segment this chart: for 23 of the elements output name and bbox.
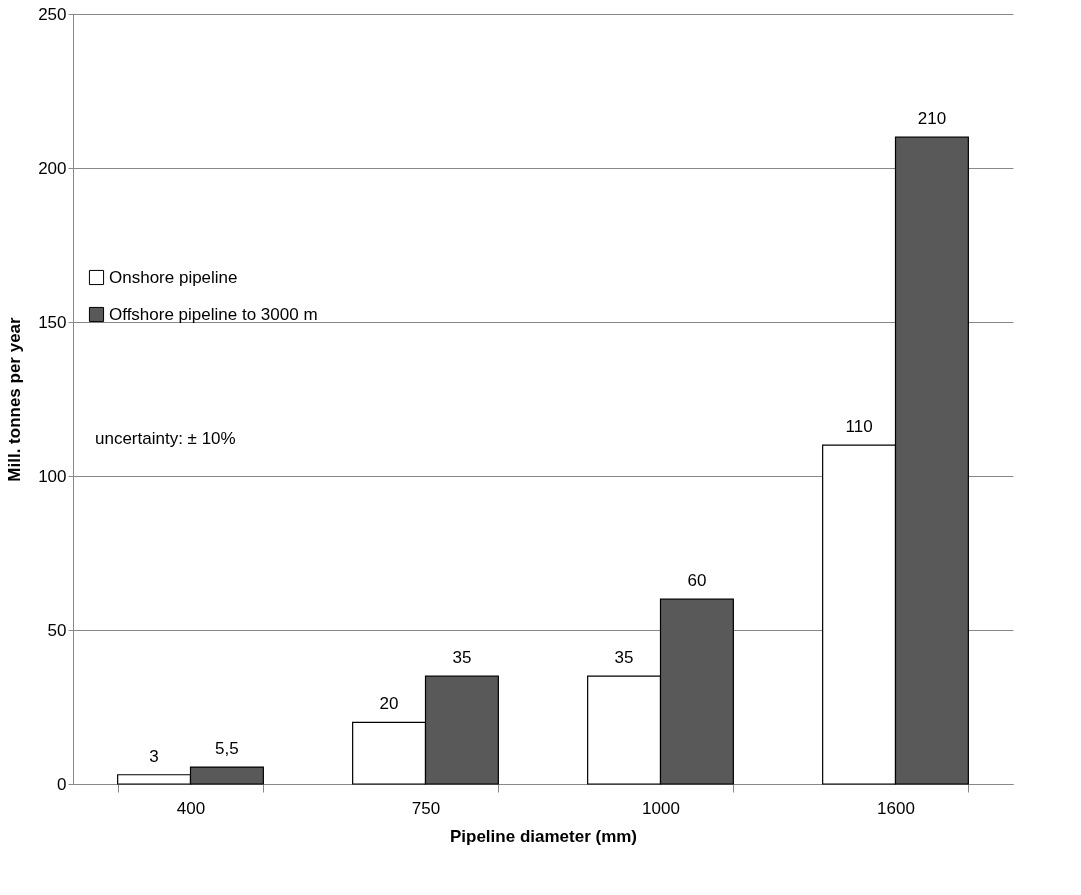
y-tick-label: 50 bbox=[47, 620, 67, 640]
annotation: uncertainty: ± 10% bbox=[95, 429, 236, 448]
y-tick-label: 100 bbox=[38, 466, 67, 486]
y-axis-title: Mill. tonnes per year bbox=[5, 316, 25, 482]
data-label: 35 bbox=[614, 648, 634, 668]
data-label: 3 bbox=[149, 746, 159, 766]
y-tick-label: 200 bbox=[38, 158, 67, 178]
data-label: 110 bbox=[845, 417, 873, 437]
legend-label: Onshore pipeline bbox=[109, 267, 238, 287]
x-tick-label: 400 bbox=[176, 798, 206, 818]
legend-label: Offshore pipeline to 3000 m bbox=[109, 304, 318, 324]
x-tick-label: 1600 bbox=[877, 798, 915, 818]
x-tick-label: 750 bbox=[411, 798, 441, 818]
y-tick-label: 0 bbox=[57, 774, 67, 794]
x-tick-label: 1000 bbox=[642, 798, 680, 818]
data-label: 60 bbox=[687, 571, 707, 591]
y-tick-label: 150 bbox=[38, 312, 67, 332]
y-tick-label: 250 bbox=[38, 4, 67, 24]
data-label: 210 bbox=[917, 109, 947, 129]
data-label: 35 bbox=[452, 648, 472, 668]
data-label: 20 bbox=[379, 694, 399, 714]
data-label: 5,5 bbox=[215, 739, 239, 759]
x-axis-title: Pipeline diameter (mm) bbox=[449, 826, 638, 846]
